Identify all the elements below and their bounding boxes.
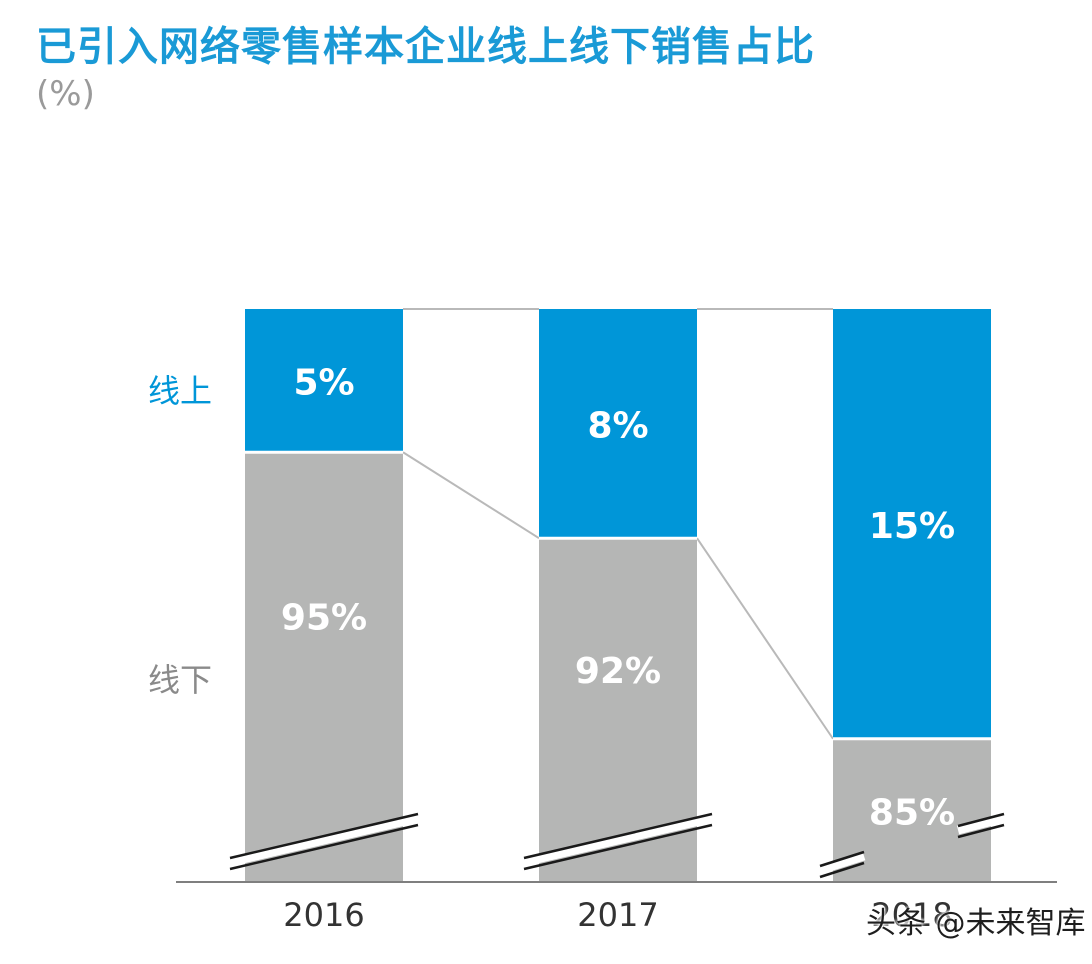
- break-2018-left-line-a: [819, 850, 865, 868]
- x-tick-label-2018: 2018: [871, 896, 952, 934]
- break-2016-line-b: [229, 823, 419, 871]
- legend-offline: 线下: [148, 661, 212, 699]
- break-2018-right-line-a: [957, 812, 1005, 828]
- break-2016-line-a: [229, 812, 419, 860]
- chart-title: 已引入网络零售样本企业线上线下销售占比: [36, 24, 815, 70]
- bar-online-2016: [245, 309, 403, 453]
- break-2017-line-b: [523, 823, 713, 871]
- value-label-online-2017: 8%: [587, 406, 648, 447]
- connector-split-1: [696, 537, 834, 740]
- bar-online-2017: [539, 309, 697, 539]
- legend-online: 线上: [148, 372, 212, 410]
- axis-break-marks: [228, 812, 1006, 879]
- connector-lines: [402, 308, 834, 740]
- unit-label: (%): [36, 74, 95, 114]
- bar-offline-2016: [245, 452, 403, 882]
- value-label-offline-2018: 85%: [869, 792, 955, 833]
- value-labels: 5% 95% 8% 92% 15% 85%: [281, 363, 955, 834]
- break-2018-left-line-b: [819, 861, 865, 879]
- break-2017-gap: [522, 813, 714, 867]
- x-tick-label-2016: 2016: [283, 896, 364, 934]
- value-label-offline-2017: 92%: [575, 651, 661, 692]
- connector-split-0: [402, 451, 540, 540]
- bar-online-2018: [833, 309, 991, 739]
- value-label-online-2018: 15%: [869, 506, 955, 547]
- break-2018-right-line-b: [957, 823, 1005, 839]
- value-label-offline-2016: 95%: [281, 598, 367, 639]
- watermark: 头条 @未来智库: [866, 906, 1086, 941]
- break-2018-left-gap: [818, 851, 866, 875]
- value-label-online-2016: 5%: [293, 363, 354, 404]
- break-2018-right-gap: [956, 813, 1006, 835]
- break-2017-line-a: [523, 812, 713, 860]
- break-2016-gap: [228, 813, 420, 867]
- series-legend: 线上线下: [148, 372, 212, 699]
- x-tick-label-2017: 2017: [577, 896, 658, 934]
- x-tick-labels: 2016 2017 2018: [283, 896, 952, 934]
